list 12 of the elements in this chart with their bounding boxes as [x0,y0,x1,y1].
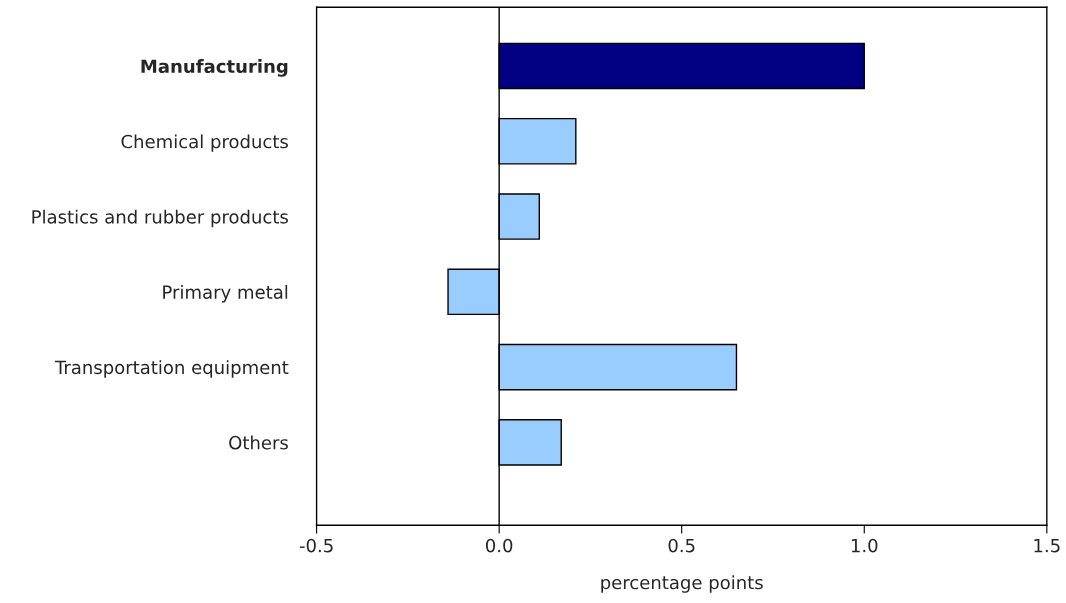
y-tick-label: Manufacturing [141,59,288,77]
x-tick-label: 1.0 [851,538,878,553]
x-axis-title: percentage points [601,575,763,593]
y-tick-label: Primary metal [163,284,288,303]
x-tick-label: 0.0 [485,538,513,553]
x-tick-label: -0.5 [299,538,333,553]
y-tick-label: Chemical products [121,134,288,152]
y-tick-label: Others [229,435,288,450]
y-tick-label: Transportation equipment [54,360,289,378]
y-tick-label: Plastics and rubber products [32,209,288,228]
x-tick-label: 1.5 [1034,538,1060,553]
x-tick-label: 0.5 [668,538,695,553]
